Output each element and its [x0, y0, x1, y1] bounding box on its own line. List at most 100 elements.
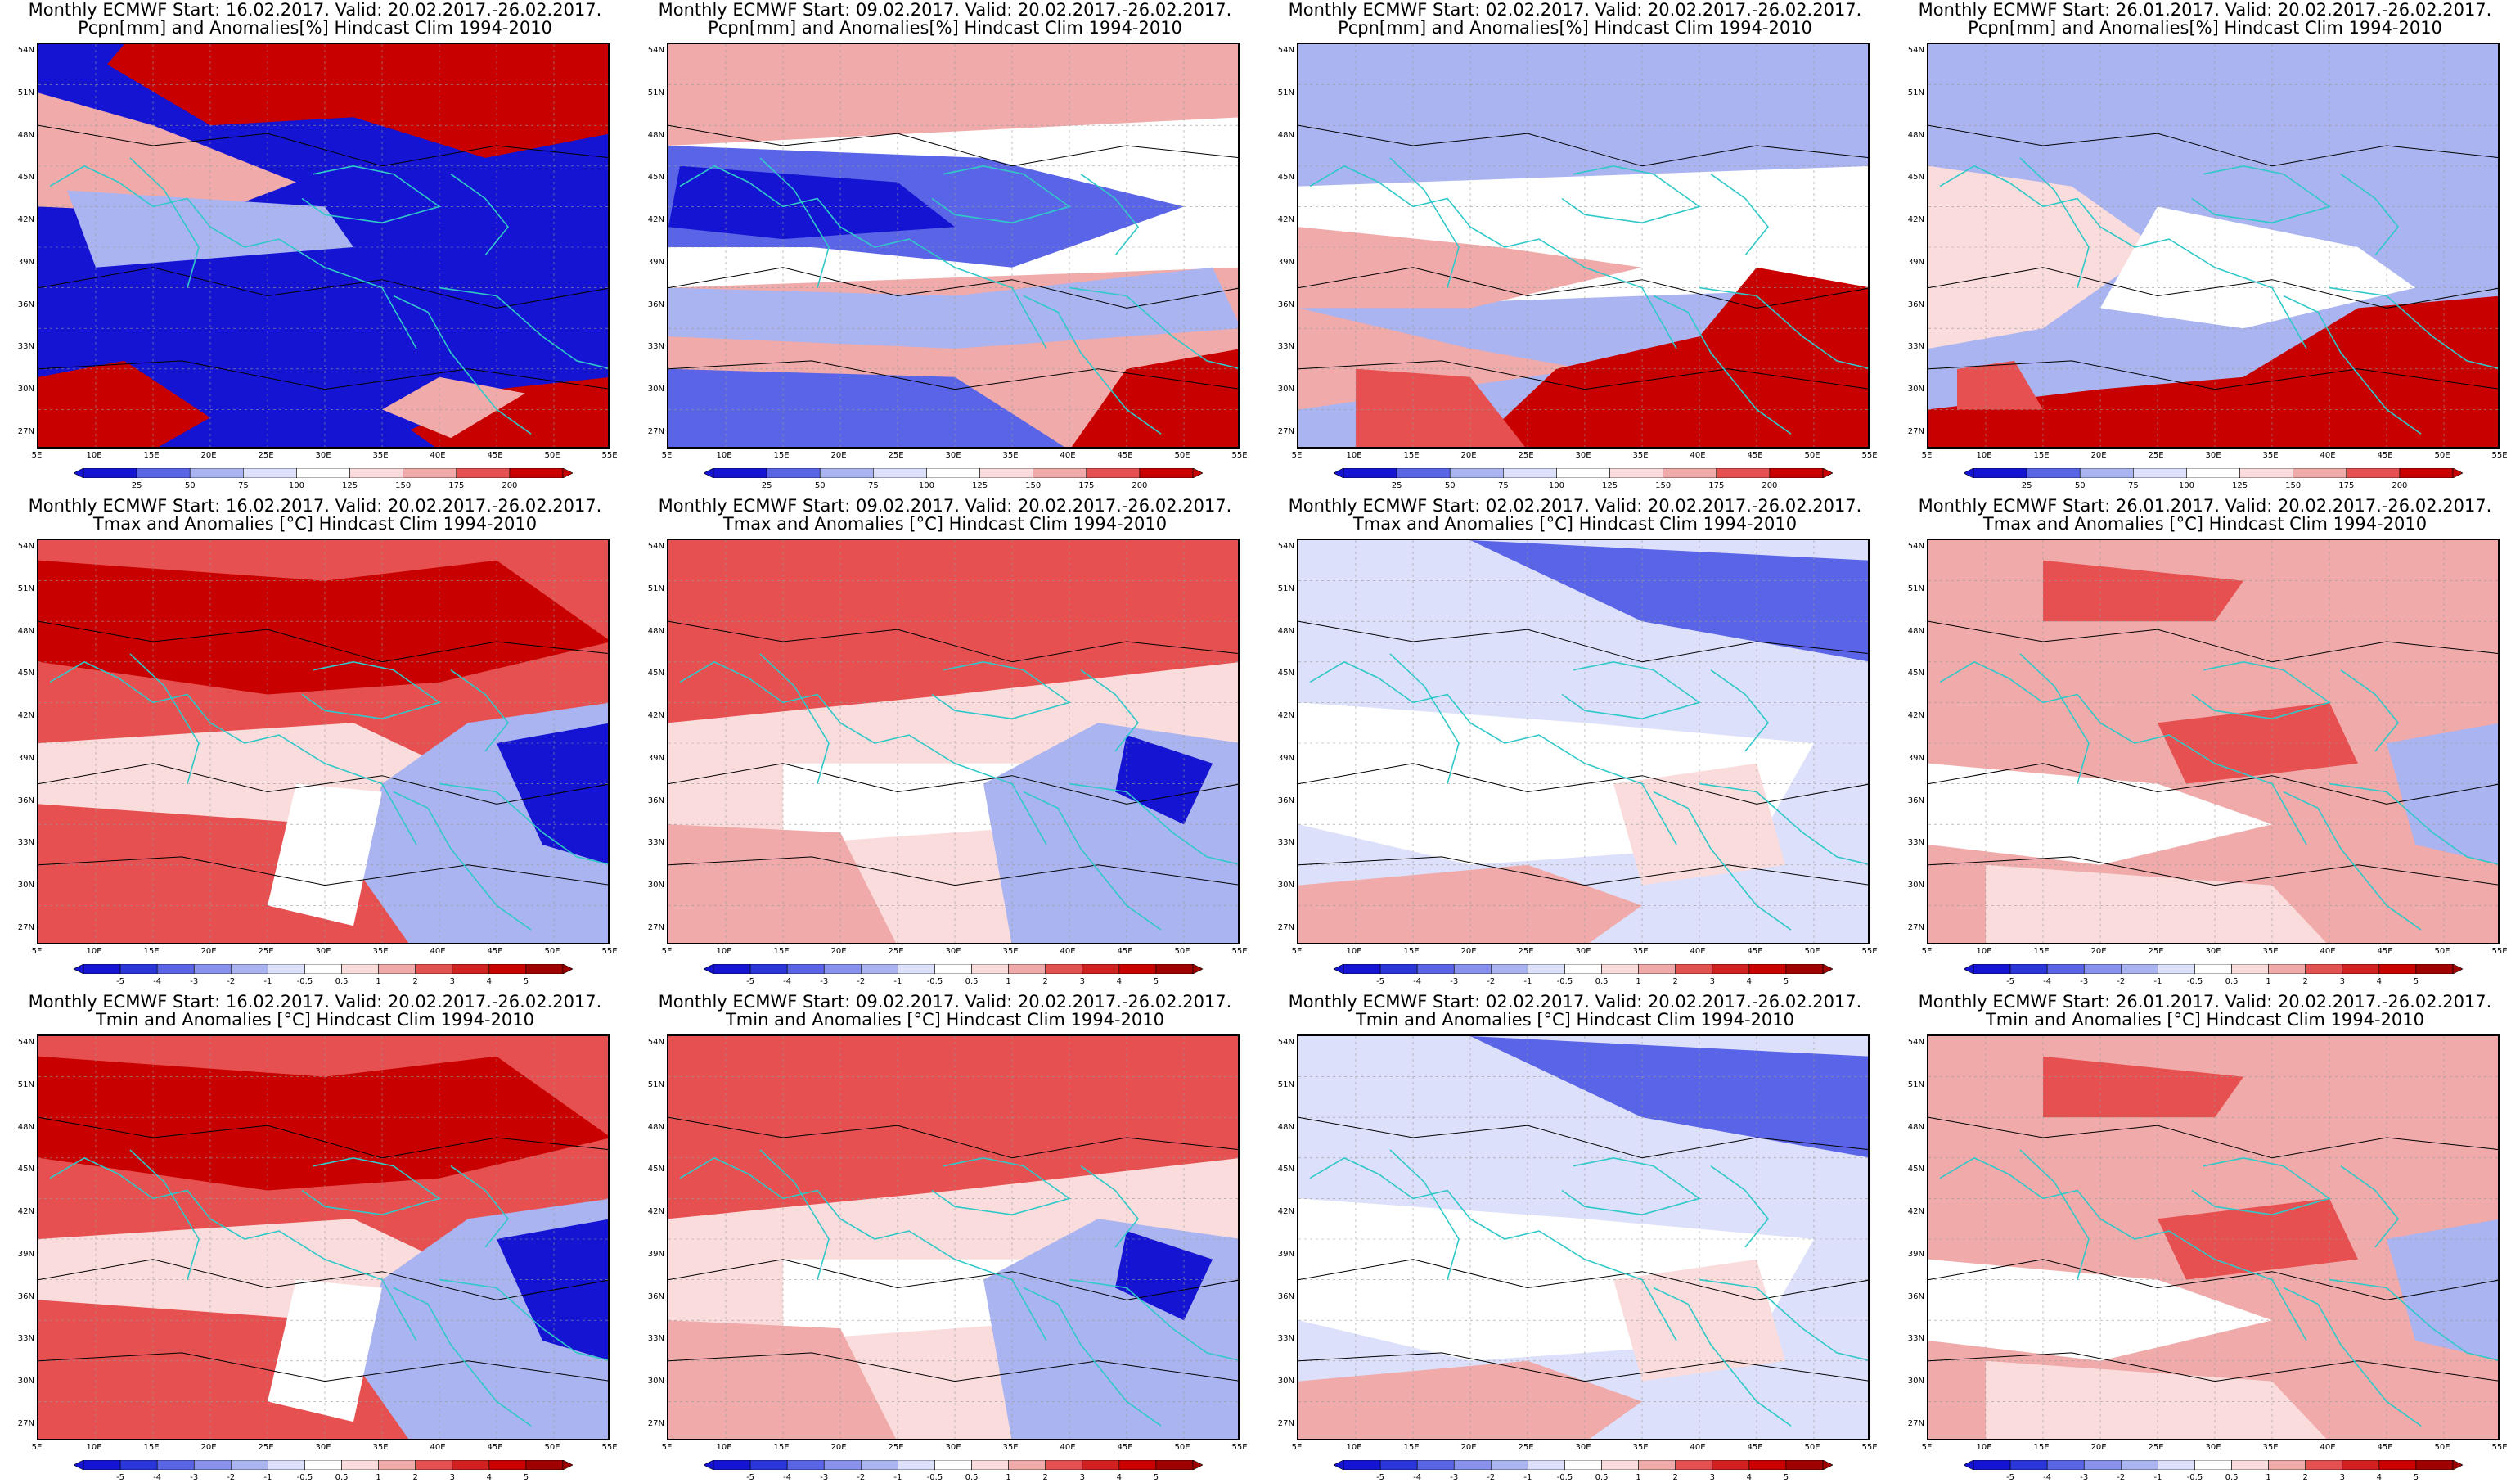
map-panel: Monthly ECMWF Start: 02.02.2017. Valid: … [1260, 992, 1890, 1483]
color-bar-segment [934, 964, 972, 974]
lon-label: 25E [2148, 1443, 2164, 1452]
lon-label: 20E [2090, 451, 2107, 460]
lat-label: 54N [1907, 46, 1924, 55]
color-bar-label: 3 [1709, 977, 1715, 986]
lon-label: 10E [1346, 1443, 1362, 1452]
climatology-contour [1928, 856, 2498, 886]
lat-label: 54N [17, 46, 34, 55]
coastline [2340, 174, 2400, 256]
color-bar-label: 3 [449, 977, 455, 986]
lon-label: 15E [2033, 451, 2050, 460]
color-bar-segment [1045, 1460, 1083, 1470]
lon-label: 55E [1231, 1443, 1248, 1452]
lon-label: 10E [1346, 947, 1362, 956]
color-bar-arrow-left [704, 468, 714, 478]
lat-label: 45N [1907, 669, 1924, 678]
color-bar-label: 1 [1006, 1473, 1011, 1482]
climatology-contour [1298, 1116, 1868, 1159]
color-bar-label: 75 [1497, 481, 1509, 490]
color-bar-arrow-right [562, 964, 573, 974]
climatology-contour [1298, 1352, 1868, 1382]
lat-label: 33N [1277, 838, 1294, 848]
color-bar-label: -0.5 [1556, 1473, 1573, 1482]
lat-label: 48N [1277, 626, 1294, 636]
color-bar-segment [823, 1460, 862, 1470]
color-bar-label: 5 [2413, 1473, 2419, 1482]
climatology-contour [668, 620, 1238, 663]
color-bar-label: 100 [2178, 481, 2194, 490]
panel-title: Monthly ECMWF Start: 16.02.2017. Valid: … [28, 496, 602, 516]
lon-label: 55E [2491, 1443, 2508, 1452]
lat-label: 30N [1907, 1377, 1924, 1386]
color-bar-label: 125 [2232, 481, 2248, 490]
lat-label: 36N [1907, 1291, 1924, 1301]
lon-label: 55E [1231, 947, 1248, 956]
color-bar-label: -4 [153, 977, 162, 986]
color-bar [1964, 1460, 2463, 1470]
color-bar-label: -2 [857, 1473, 866, 1482]
color-bar-label: 5 [2413, 977, 2419, 986]
lat-label: 30N [1907, 385, 1924, 394]
color-bar-segment [1712, 1460, 1750, 1470]
lat-label: 33N [17, 342, 34, 352]
lon-label: 30E [315, 1443, 331, 1452]
color-bar-label: 50 [1444, 481, 1456, 490]
lat-label: 51N [647, 1080, 664, 1089]
lon-label: 40E [1060, 947, 1076, 956]
lon-label: 40E [1690, 947, 1706, 956]
lat-label: 51N [647, 584, 664, 593]
coastline [2019, 157, 2090, 288]
lon-label: 15E [1403, 451, 1420, 460]
color-bar-segment [2305, 964, 2343, 974]
color-bar-label: 1 [2266, 977, 2271, 986]
coastline [2019, 653, 2090, 784]
color-bar-label: -4 [1413, 977, 1422, 986]
map-area [1297, 539, 1870, 944]
lat-label: 39N [1907, 257, 1924, 267]
lon-label: 30E [315, 947, 331, 956]
lat-label: 45N [647, 173, 664, 183]
climatology-contour [668, 124, 1238, 167]
color-bar-arrow-right [2452, 468, 2463, 478]
color-bar-segment [979, 468, 1033, 478]
color-bar-arrow-right [2452, 964, 2463, 974]
color-bar-label: 4 [1746, 977, 1753, 986]
climatology-contour [1298, 620, 1868, 663]
coastline [2283, 791, 2422, 931]
coastline [1080, 1165, 1140, 1248]
color-bar-label: 0.5 [1595, 1473, 1609, 1482]
color-bar-label: 25 [2021, 481, 2032, 490]
lon-label: 55E [2491, 451, 2508, 460]
anomaly-region [1298, 864, 1642, 943]
climatology-contour [38, 856, 608, 886]
color-bar-segment [934, 1460, 972, 1470]
lon-label: 25E [258, 451, 274, 460]
lon-label: 10E [86, 1443, 102, 1452]
lat-label: 30N [1277, 1377, 1294, 1386]
lon-label: 50E [1804, 1443, 1820, 1452]
coastline [49, 165, 417, 349]
lon-label: 25E [2148, 451, 2164, 460]
color-bar-label: -3 [2080, 977, 2089, 986]
color-bar-label: 3 [1079, 1473, 1085, 1482]
lat-label: 27N [1907, 923, 1924, 932]
lon-label: 20E [1460, 1443, 1477, 1452]
color-bar-label: -1 [2153, 977, 2162, 986]
coastline [1069, 782, 1238, 865]
map-area [1927, 43, 2500, 449]
color-bar-segment [1379, 964, 1418, 974]
color-bar-label: 5 [523, 1473, 529, 1482]
lat-label: 36N [647, 796, 664, 805]
lat-label: 39N [1277, 1249, 1294, 1259]
panel-title: Monthly ECMWF Start: 16.02.2017. Valid: … [28, 0, 602, 20]
lat-label: 30N [1277, 881, 1294, 890]
lat-label: 51N [17, 88, 34, 97]
color-bar-segment [1769, 468, 1824, 478]
coastline [679, 165, 1047, 349]
coastline [1653, 1287, 1792, 1427]
lat-label: 36N [17, 1291, 34, 1301]
lon-label: 30E [2205, 1443, 2221, 1452]
panel-subtitle: Pcpn[mm] and Anomalies[%] Hindcast Clim … [1968, 18, 2442, 38]
color-bar-segment [304, 964, 342, 974]
coastline [1023, 1287, 1162, 1427]
